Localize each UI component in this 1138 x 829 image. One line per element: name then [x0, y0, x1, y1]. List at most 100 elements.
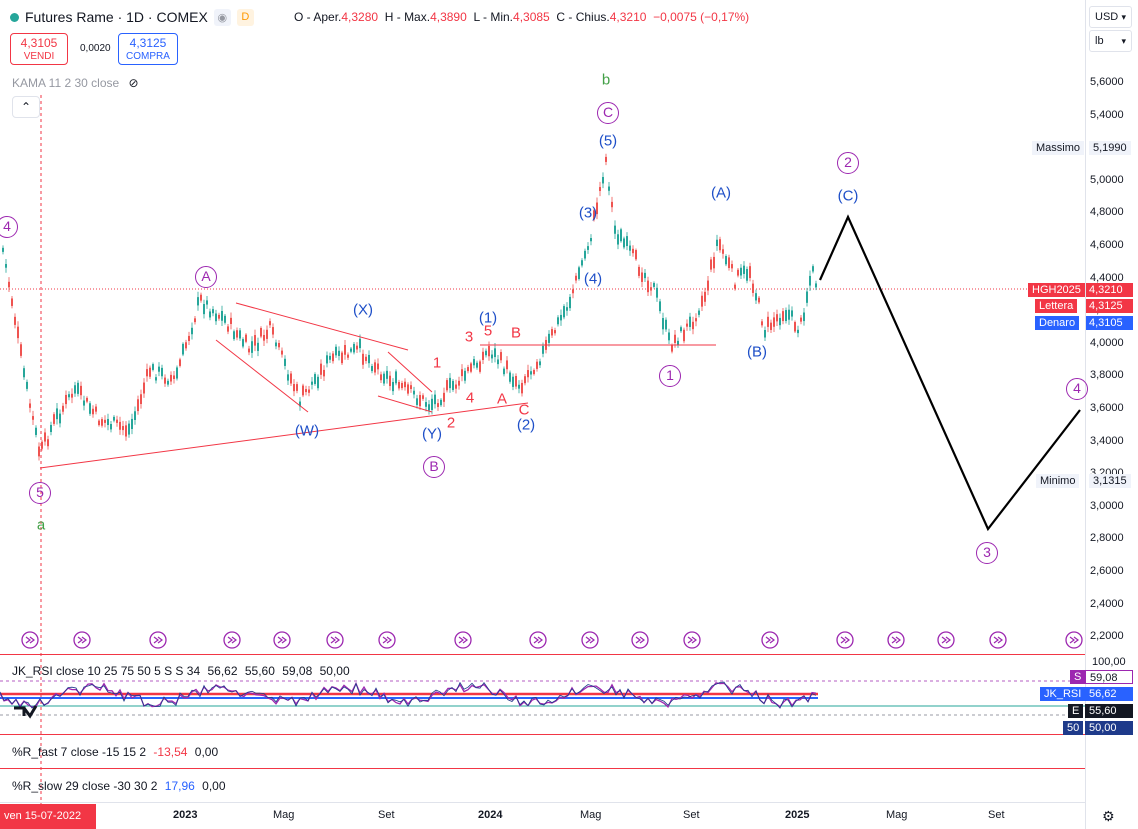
double-chevron-icon	[635, 636, 645, 644]
red-wave-label: B	[510, 324, 522, 342]
candle-body	[236, 330, 238, 338]
candle-body	[359, 338, 361, 349]
candle-body	[251, 341, 253, 353]
time-tick: Mag	[886, 809, 908, 821]
candle-body	[647, 280, 649, 293]
candle-body	[677, 340, 679, 345]
red-wave-label: 1	[432, 354, 442, 372]
pane-divider[interactable]	[0, 734, 1085, 735]
rsi-jk-value: 56,62	[1085, 687, 1133, 701]
candle-body	[521, 382, 523, 394]
currency-select[interactable]: USD ▾	[1089, 6, 1132, 28]
candle-body	[563, 306, 565, 318]
candle-body	[602, 176, 604, 184]
rsi-value-1: 56,62	[207, 664, 238, 678]
blue-wave-label: (B)	[747, 343, 767, 361]
massimo-value: 5,1990	[1089, 141, 1131, 155]
candle-body	[98, 420, 100, 426]
double-chevron-icon	[891, 636, 901, 644]
symbol-title[interactable]: Futures Rame · 1D · COMEX	[25, 9, 208, 25]
double-chevron-icon	[277, 636, 287, 644]
candle-body	[662, 318, 664, 330]
candle-body	[83, 400, 85, 406]
candle-body	[302, 385, 304, 396]
candle-body	[515, 375, 517, 387]
candle-body	[770, 322, 772, 330]
unit-select[interactable]: lb ▾	[1089, 30, 1132, 52]
candle-body	[773, 317, 775, 327]
spread-value: 0,0020	[80, 43, 111, 54]
rsi-indicator-label[interactable]: JK_RSI close 10 25 75 50 5 S S 34 56,62 …	[12, 664, 350, 678]
candle-body	[746, 269, 748, 281]
candle-body	[128, 423, 130, 435]
hide-eye-icon[interactable]: ⊘	[128, 76, 139, 90]
candle-body	[710, 259, 712, 270]
candle-body	[419, 395, 421, 407]
candle-body	[434, 394, 436, 405]
double-chevron-icon	[153, 636, 163, 644]
candle-body	[11, 298, 13, 306]
candle-body	[740, 267, 742, 276]
price-axis-divider	[1085, 0, 1086, 829]
candle-body	[719, 239, 721, 251]
candle-body	[152, 364, 154, 370]
candle-body	[263, 334, 265, 341]
candle-body	[182, 343, 184, 355]
collapse-indicators-button[interactable]: ⌃	[12, 96, 40, 118]
candle-body	[167, 380, 169, 385]
candle-body	[668, 332, 670, 341]
price-tick: 5,6000	[1090, 76, 1124, 88]
price-tick: 3,0000	[1090, 499, 1124, 512]
candle-body	[113, 416, 115, 421]
time-tick: Mag	[273, 809, 295, 821]
candle-body	[350, 348, 352, 352]
symbol-header[interactable]: Futures Rame · 1D · COMEX ◉ D	[10, 8, 254, 26]
rsi-logo-icon	[14, 705, 38, 719]
candle-body	[791, 310, 793, 317]
massimo-label: Massimo	[1036, 142, 1081, 154]
candle-body	[278, 342, 280, 348]
candle-body	[437, 403, 439, 407]
candle-body	[137, 399, 139, 412]
candle-body	[356, 345, 358, 350]
candle-body	[671, 345, 673, 352]
candle-body	[797, 329, 799, 334]
candle-body	[509, 372, 511, 382]
candle-body	[650, 287, 652, 291]
candle-body	[470, 363, 472, 372]
eye-icon[interactable]: ◉	[213, 8, 231, 26]
candle-body	[392, 381, 394, 392]
candle-body	[761, 321, 763, 326]
ohlc-values: O - Aper.4,3280 H - Max.4,3890 L - Min.4…	[294, 10, 749, 24]
candle-body	[26, 381, 28, 389]
r-fast-indicator-label[interactable]: %R_fast 7 close -15 15 2 -13,54 0,00	[12, 745, 218, 759]
unit-value: lb	[1095, 35, 1104, 47]
candle-body	[644, 272, 646, 279]
buy-button[interactable]: 4,3125 COMPRA	[118, 33, 178, 65]
pane-divider[interactable]	[0, 654, 1085, 655]
candle-body	[665, 319, 667, 330]
settings-gear-icon[interactable]: ⚙	[1102, 808, 1115, 824]
double-chevron-icon	[765, 636, 775, 644]
kama-indicator-label[interactable]: KAMA 11 2 30 close ⊘	[12, 76, 139, 90]
blue-wave-label: (C)	[837, 187, 859, 205]
candle-body	[755, 293, 757, 301]
massimo-badge: Massimo	[1032, 141, 1085, 155]
high-label: H - Max.	[384, 10, 431, 24]
candle-body	[110, 423, 112, 430]
candle-body	[737, 269, 739, 276]
r-slow-indicator-label[interactable]: %R_slow 29 close -30 30 2 17,96 0,00	[12, 779, 226, 793]
price-chart[interactable]	[0, 0, 1085, 829]
candle-body	[224, 315, 226, 323]
candle-body	[293, 384, 295, 392]
candle-body	[296, 384, 298, 391]
sell-button[interactable]: 4,3105 VENDI	[10, 33, 68, 65]
close-value: 4,3210	[609, 10, 647, 24]
candle-body	[32, 416, 34, 420]
circled-wave-label: A	[195, 266, 217, 288]
candle-body	[734, 284, 736, 289]
pane-divider[interactable]	[0, 768, 1085, 769]
candle-body	[422, 395, 424, 399]
candles	[2, 153, 817, 461]
